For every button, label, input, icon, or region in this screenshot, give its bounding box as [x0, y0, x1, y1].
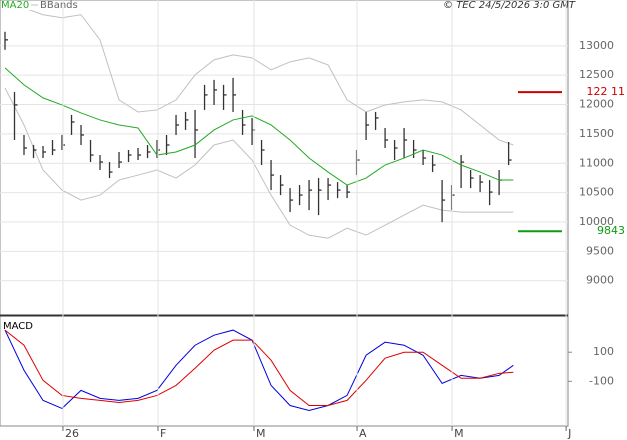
macd-line [4, 329, 514, 406]
y-tick-label: 100 [593, 345, 614, 358]
level-label: 9843 [597, 224, 625, 237]
macd-panel [4, 329, 514, 411]
y-tick-label: 10500 [579, 186, 614, 199]
x-tick-label: M [454, 427, 464, 440]
legend: MA20 BBands [1, 0, 78, 11]
ma-line [4, 67, 514, 186]
legend-ma: MA20 [1, 0, 29, 11]
x-tick-label: F [160, 427, 166, 440]
y-tick-label: 12000 [579, 98, 614, 111]
bband-upper [28, 10, 514, 146]
x-tick-label: J [567, 427, 571, 440]
main-panel [0, 10, 568, 282]
level-label: 122 11 [587, 85, 626, 98]
y-tick-label: 13000 [579, 39, 614, 52]
y-tick-label: -100 [589, 374, 614, 387]
macd-title: MACD [3, 321, 33, 332]
x-tick-label: 26 [65, 427, 79, 440]
y-tick-label: 9500 [586, 244, 614, 257]
y-tick-label: 9000 [586, 274, 614, 287]
y-tick-label: 10000 [579, 215, 614, 228]
copyright: © TEC 24/5/2026 3:0 GMT [443, 0, 576, 11]
y-tick-label: 11500 [579, 127, 614, 140]
macd-line [4, 329, 514, 411]
y-tick-label: 11000 [579, 156, 614, 169]
bband-lower [4, 87, 514, 239]
x-tick-label: A [359, 427, 367, 440]
x-tick-label: M [256, 427, 265, 440]
legend-bbands: BBands [40, 0, 78, 11]
plot-frame [0, 0, 569, 427]
y-tick-label: 12500 [579, 68, 614, 81]
